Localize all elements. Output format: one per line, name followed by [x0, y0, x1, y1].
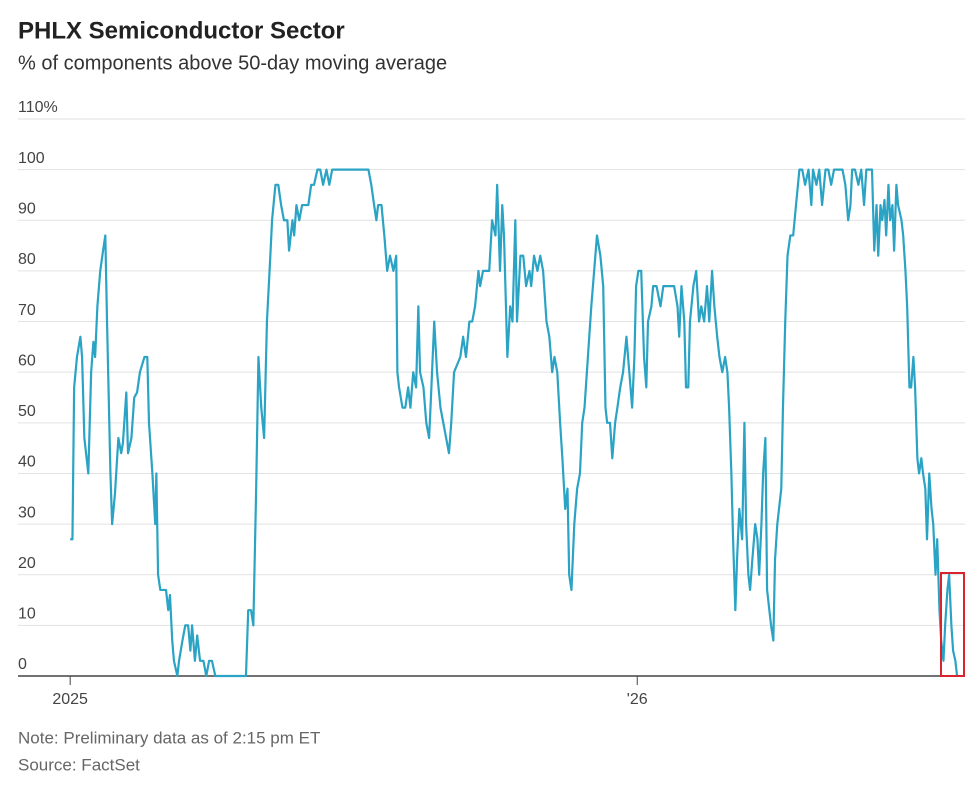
y-tick-label: 100 [18, 150, 45, 167]
y-tick-label: 30 [18, 504, 36, 521]
y-tick-label: 70 [18, 302, 36, 319]
grid: 0 10 20 30 40 50 60 70 80 90 100 110% 2025 '26 [18, 99, 965, 708]
data-line [70, 168, 959, 678]
highlight-box [940, 572, 965, 677]
y-tick-label: 80 [18, 251, 36, 268]
chart-title: PHLX Semiconductor Sector [18, 17, 345, 44]
y-tick-label: 0 [18, 656, 27, 673]
y-tick-label: 110% [18, 99, 58, 116]
x-tick-label: 2025 [52, 691, 88, 708]
chart-subtitle: % of components above 50-day moving aver… [18, 52, 447, 74]
y-tick-label: 50 [18, 403, 36, 420]
y-tick-label: 20 [18, 555, 36, 572]
x-tick-label: '26 [627, 691, 648, 708]
y-tick-label: 40 [18, 454, 36, 471]
source: Source: FactSet [18, 755, 140, 774]
plot [70, 168, 959, 678]
y-tick-label: 60 [18, 352, 36, 369]
y-tick-label: 90 [18, 200, 36, 217]
y-tick-label: 10 [18, 606, 36, 623]
note: Note: Preliminary data as of 2:15 pm ET [18, 728, 320, 747]
